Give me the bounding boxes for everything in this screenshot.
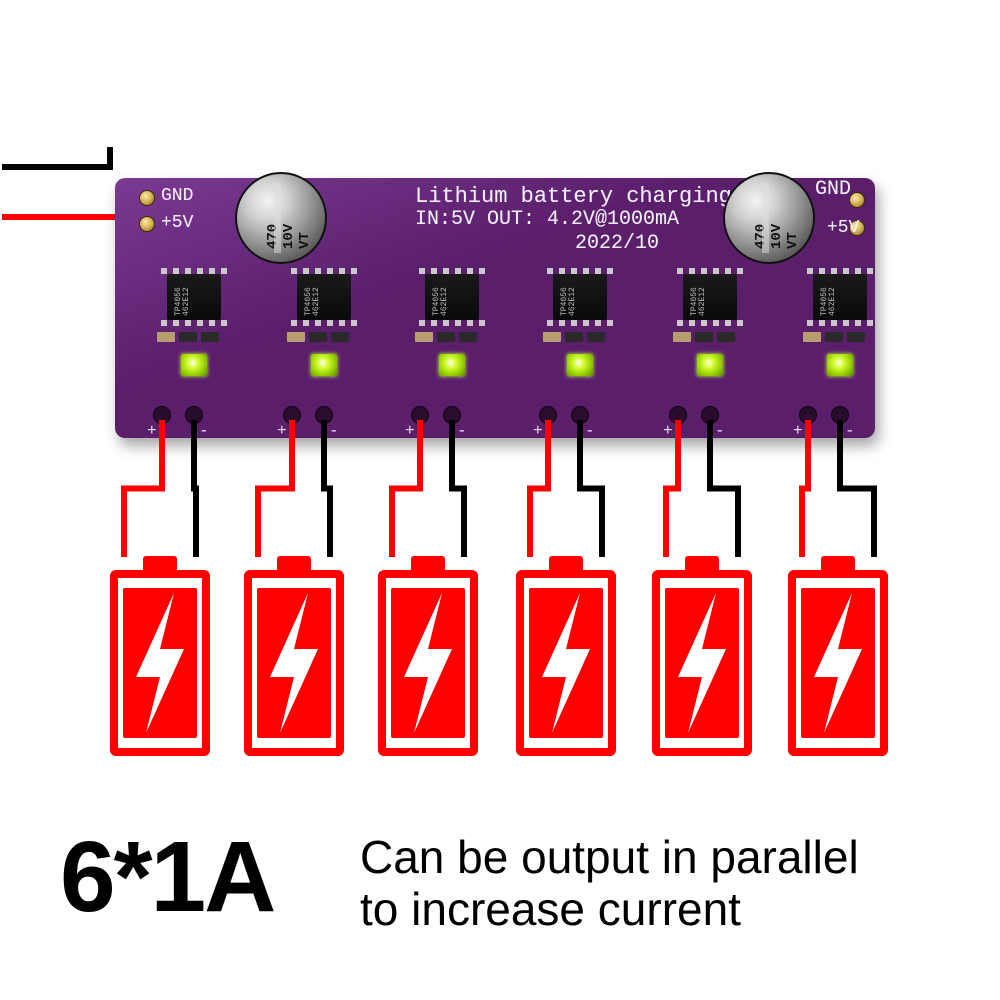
- output-wire-negative: [580, 423, 602, 554]
- headline-text: 6*1A: [60, 820, 274, 935]
- subline-text: Can be output in parallel to increase cu…: [360, 832, 859, 935]
- output-wire-negative: [324, 423, 330, 554]
- battery-icon: [378, 556, 478, 756]
- battery-icon: [244, 556, 344, 756]
- lightning-bolt-icon: [378, 556, 478, 756]
- lightning-bolt-icon: [516, 556, 616, 756]
- battery-icon: [652, 556, 752, 756]
- output-wire-positive: [392, 423, 420, 554]
- battery-icon: [516, 556, 616, 756]
- output-wire-negative: [840, 423, 874, 554]
- infographic-canvas: GND +5V GND +5V Lithium battery charging…: [0, 0, 1000, 1000]
- output-wire-positive: [258, 423, 292, 554]
- output-wire-positive: [666, 423, 678, 554]
- lightning-bolt-icon: [244, 556, 344, 756]
- output-wire-negative: [452, 423, 464, 554]
- subline-line1: Can be output in parallel: [360, 831, 859, 883]
- output-wire-negative: [194, 423, 196, 554]
- lightning-bolt-icon: [788, 556, 888, 756]
- output-wire-positive: [124, 423, 162, 554]
- battery-icon: [110, 556, 210, 756]
- lightning-bolt-icon: [110, 556, 210, 756]
- lightning-bolt-icon: [652, 556, 752, 756]
- output-wire-positive: [802, 423, 808, 554]
- output-wire-positive: [530, 423, 548, 554]
- output-wire-negative: [710, 423, 738, 554]
- subline-line2: to increase current: [360, 883, 741, 935]
- battery-icon: [788, 556, 888, 756]
